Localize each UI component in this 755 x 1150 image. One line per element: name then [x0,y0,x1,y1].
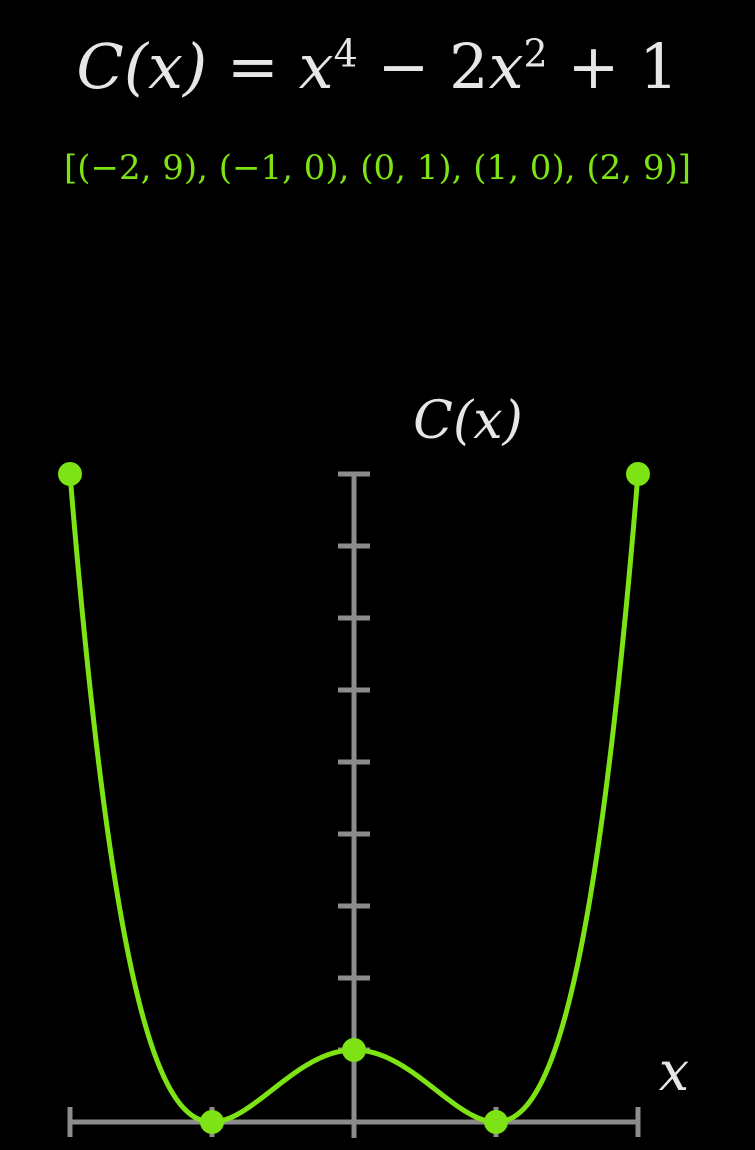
equation-term-1-exponent: 4 [333,31,358,76]
equation-term-3: + 1 [567,30,679,103]
equation-lhs: C(x) [76,30,208,103]
points-list-label: [(−2, 9), (−1, 0), (0, 1), (1, 0), (2, 9… [63,148,691,188]
equation-term-2-coefficient: − 2 [377,30,489,103]
data-point [58,462,82,486]
equation-term-1-base: x [298,30,334,103]
data-point [484,1110,508,1134]
equation-equals: = [226,30,279,103]
data-point [626,462,650,486]
x-axis-label: x [659,1040,689,1103]
data-points [58,462,650,1134]
equation-title: C(x) = x4 − 2x2 + 1 [0,22,755,112]
data-point [342,1038,366,1062]
data-point [200,1110,224,1134]
y-axis-label: C(x) [413,391,523,451]
equation-term-2-base: x [488,30,524,103]
equation-term-2-exponent: 2 [523,31,548,76]
